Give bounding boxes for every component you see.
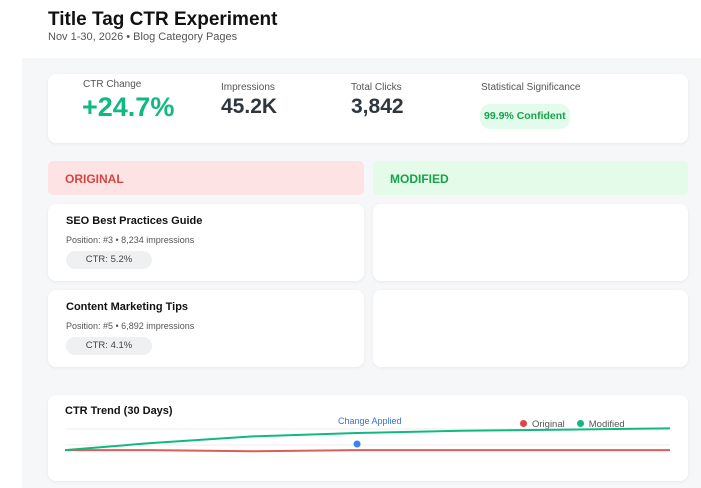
legend-modified: Modified	[576, 419, 625, 430]
significance-label: Statistical Significance	[481, 82, 581, 93]
legend-dot-icon	[520, 420, 527, 427]
modified-page-card	[373, 204, 688, 281]
significance-badge: 99.9% Confident	[480, 104, 570, 129]
page-subtitle: Nov 1-30, 2026 • Blog Category Pages	[48, 31, 238, 43]
chart-title: CTR Trend (30 Days)	[65, 405, 173, 417]
clicks-label: Total Clicks	[351, 82, 402, 93]
page-meta: Position: #5 • 6,892 impressions	[66, 321, 195, 331]
ctr-pill: CTR: 4.1%	[66, 337, 152, 355]
series-line-modified	[64, 427, 671, 452]
ctr-pill: CTR: 5.2%	[66, 251, 152, 269]
page-title: Title Tag CTR Experiment	[48, 9, 278, 30]
impressions-value: 45.2K	[221, 95, 278, 118]
original-page-card: SEO Best Practices Guide Position: #3 • …	[48, 204, 364, 281]
change-applied-annotation: Change Applied	[338, 416, 402, 426]
modified-page-card	[373, 290, 688, 367]
series-line-original	[65, 449, 670, 453]
page-meta: Position: #3 • 8,234 impressions	[66, 235, 195, 245]
legend-label: Original	[532, 419, 565, 430]
original-column-header: ORIGINAL	[48, 161, 364, 195]
clicks-value: 3,842	[351, 95, 404, 118]
stats-card: CTR Change +24.7% Impressions 45.2K Tota…	[48, 74, 688, 143]
trend-chart	[64, 427, 671, 453]
ctr-change-label: CTR Change	[83, 79, 142, 90]
legend-dot-icon	[576, 420, 584, 427]
trend-card: CTR Trend (30 Days) Change Applied Origi…	[48, 395, 688, 481]
impressions-label: Impressions	[221, 82, 275, 93]
chart-legend: Original Modified	[520, 419, 625, 430]
original-page-card: Content Marketing Tips Position: #5 • 6,…	[48, 290, 364, 367]
legend-original: Original	[520, 419, 565, 430]
ctr-change-value: +24.7%	[82, 92, 175, 122]
change-applied-marker	[353, 440, 361, 448]
page-title-text: Content Marketing Tips	[66, 301, 189, 313]
modified-column-header: MODIFIED	[373, 161, 688, 195]
legend-label: Modified	[588, 419, 625, 430]
page-title-text: SEO Best Practices Guide	[66, 215, 203, 227]
